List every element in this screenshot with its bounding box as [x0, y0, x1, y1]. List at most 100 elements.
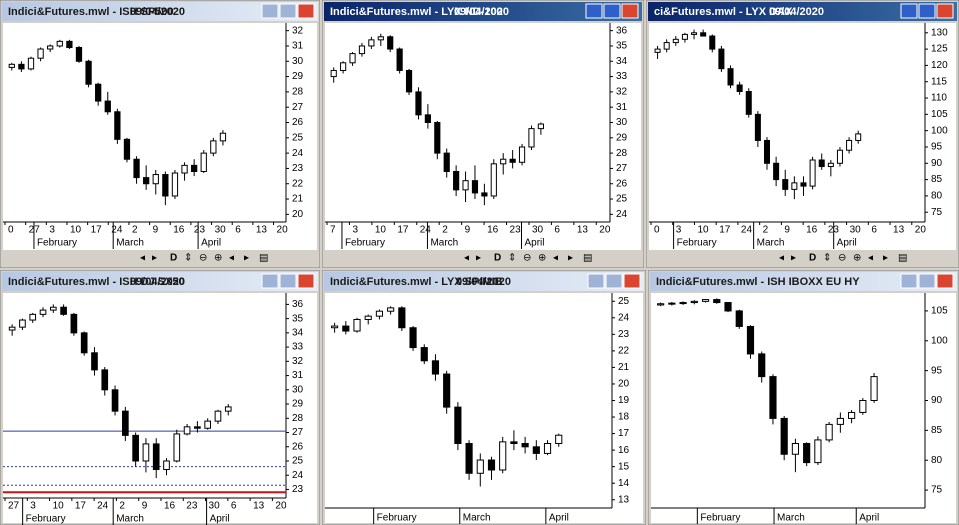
y-tick-label: 110: [931, 93, 947, 104]
close-button[interactable]: [936, 273, 954, 289]
y-tick-label: 23: [292, 484, 304, 495]
toolbar-icon[interactable]: ▸: [568, 253, 573, 264]
candle-body: [471, 180, 479, 194]
toolbar-button[interactable]: D: [494, 253, 501, 264]
day-label: 2: [763, 225, 769, 236]
maximize-button[interactable]: [603, 3, 621, 19]
toolbar-icon[interactable]: ▸: [791, 253, 796, 264]
toolbar-icon[interactable]: ⊖: [523, 253, 531, 264]
y-tick-label: 26: [292, 117, 304, 128]
candle-body: [700, 32, 707, 37]
candle-body: [210, 140, 217, 154]
candle-body: [8, 326, 16, 331]
month-label: March: [116, 238, 144, 249]
toolbar-icon[interactable]: ◂: [868, 253, 873, 264]
candle-body: [152, 174, 159, 185]
candle-body: [870, 376, 878, 402]
minimize-button[interactable]: [585, 3, 603, 19]
candle-body: [8, 63, 15, 68]
toolbar-icon[interactable]: ◂: [140, 253, 145, 264]
toolbar-icon[interactable]: ⊕: [853, 253, 861, 264]
month-label: April: [525, 238, 545, 249]
y-tick-label: 25: [292, 132, 304, 143]
candle-body: [37, 48, 44, 59]
toolbar-icon[interactable]: ▸: [244, 253, 249, 264]
day-label: 13: [577, 225, 589, 236]
day-label: 9: [153, 225, 159, 236]
candle-body: [364, 315, 372, 320]
candle-body: [214, 410, 222, 422]
candle-body: [377, 36, 384, 41]
toolbar-icon[interactable]: ◂: [553, 253, 558, 264]
candle-body: [846, 139, 853, 151]
window-date: 09/04/2020: [769, 6, 824, 18]
toolbar-icon[interactable]: ⊕: [538, 253, 546, 264]
maximize-button[interactable]: [279, 273, 297, 289]
close-button[interactable]: [936, 3, 954, 19]
minimize-button[interactable]: [900, 3, 918, 19]
toolbar-icon[interactable]: ⊖: [838, 253, 846, 264]
toolbar-icon[interactable]: ▸: [152, 253, 157, 264]
day-label: 24: [111, 225, 123, 236]
toolbar-icon[interactable]: ⇕: [508, 253, 516, 264]
candle-body: [713, 299, 721, 304]
maximize-button[interactable]: [918, 3, 936, 19]
candle-body: [462, 180, 469, 191]
plot-area: [3, 23, 317, 250]
candle-body: [80, 332, 88, 354]
y-tick-label: 18: [618, 412, 630, 423]
candle-body: [543, 443, 552, 454]
candle-body: [481, 192, 488, 197]
candle-body: [701, 299, 710, 302]
window-date: 09/04/2020: [456, 276, 511, 288]
candle-body: [718, 48, 725, 70]
candle-body: [836, 417, 844, 425]
toolbar-icon[interactable]: ▤: [259, 253, 268, 264]
candle-body: [91, 352, 98, 371]
candle-body: [49, 306, 57, 311]
toolbar-icon[interactable]: ▤: [583, 253, 592, 264]
minimize-button[interactable]: [900, 273, 918, 289]
toolbar-button[interactable]: D: [170, 253, 177, 264]
toolbar-icon[interactable]: ▸: [883, 253, 888, 264]
day-label: 2: [442, 225, 448, 236]
toolbar-icon[interactable]: ◂: [229, 253, 234, 264]
y-tick-label: 32: [616, 87, 628, 98]
month-label: February: [37, 238, 77, 249]
window: Indici&Futures.mwl - ISH IBOXX EU HY 75 80…: [648, 270, 959, 525]
close-button[interactable]: [297, 273, 315, 289]
candle-body: [532, 446, 540, 454]
toolbar-icon[interactable]: ⇕: [823, 253, 831, 264]
candle-body: [111, 389, 119, 412]
day-label: 13: [893, 225, 905, 236]
minimize-button[interactable]: [587, 273, 605, 289]
toolbar-icon[interactable]: ⊕: [214, 253, 222, 264]
y-tick-label: 24: [616, 209, 628, 220]
toolbar-icon[interactable]: ▸: [476, 253, 481, 264]
toolbar-icon[interactable]: ◂: [779, 253, 784, 264]
y-tick-label: 100: [931, 335, 948, 346]
maximize-button[interactable]: [918, 273, 936, 289]
y-tick-label: 23: [292, 163, 304, 174]
toolbar-icon[interactable]: ◂: [464, 253, 469, 264]
candle-body: [204, 420, 212, 429]
toolbar-icon[interactable]: ⇕: [184, 253, 192, 264]
toolbar-icon[interactable]: ⊖: [199, 253, 207, 264]
minimize-button[interactable]: [261, 273, 279, 289]
plot-area: [3, 293, 317, 523]
candle-body: [454, 406, 462, 445]
maximize-button[interactable]: [279, 3, 297, 19]
candle-body: [510, 441, 518, 445]
day-label: 6: [235, 225, 241, 236]
toolbar-button[interactable]: D: [809, 253, 816, 264]
toolbar-icon[interactable]: ▤: [898, 253, 907, 264]
close-button[interactable]: [621, 3, 639, 19]
maximize-button[interactable]: [605, 273, 623, 289]
candle-body: [353, 318, 361, 332]
close-button[interactable]: [623, 273, 641, 289]
close-button[interactable]: [297, 3, 315, 19]
candle-body: [814, 439, 822, 464]
minimize-button[interactable]: [261, 3, 279, 19]
window: Indici&Futures.mwl - ISH DJ SX5009/04/20…: [0, 270, 320, 525]
